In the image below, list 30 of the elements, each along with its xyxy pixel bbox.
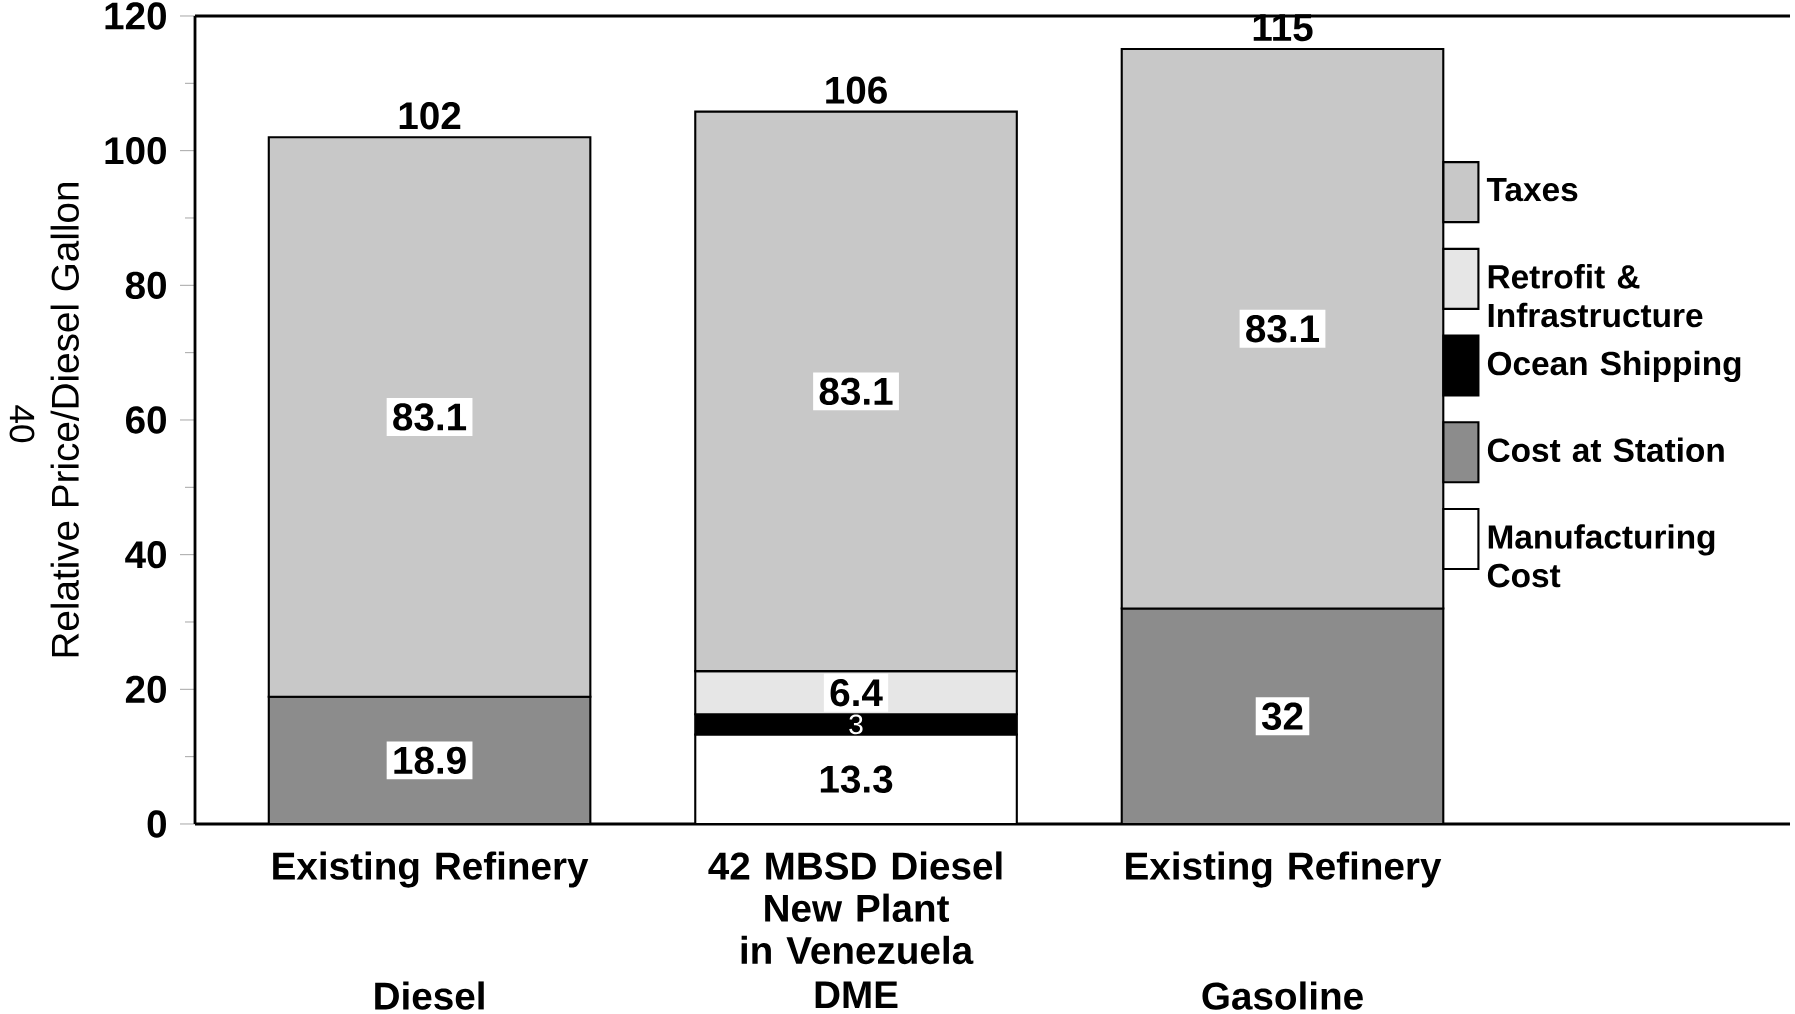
data-label: 13.3 — [820, 765, 893, 793]
y-tick-label: 120 — [105, 2, 166, 30]
data-label: 83.1 — [393, 403, 467, 431]
data-label: 18.9 — [394, 746, 466, 775]
legend-label: Taxes — [1486, 177, 1578, 202]
y-tick-label: 0 — [147, 810, 166, 838]
data-label: 3 — [849, 714, 863, 735]
text: 40 — [9, 405, 35, 443]
data-label: 83.1 — [819, 377, 893, 406]
y-tick-label: 100 — [105, 137, 166, 165]
total-label: 106 — [826, 76, 887, 104]
y-axis-title: Relative Price/Diesel Gallon — [50, 183, 79, 657]
x-tick-label: Existing Refinery — [1126, 851, 1442, 888]
x-tick-label: 42 MBSD Diesel New Plant in Venezuela — [708, 851, 1002, 965]
y-tick-label: 60 — [126, 406, 166, 434]
text: Diesel — [375, 981, 484, 1010]
data-label: 6.4 — [830, 679, 883, 707]
legend-label: Ocean Shipping — [1487, 350, 1741, 383]
total-label: 102 — [399, 102, 461, 130]
text: DME — [815, 981, 898, 1008]
y-tick-label: 80 — [125, 271, 166, 300]
x-tick-label: Existing Refinery — [273, 851, 589, 888]
legend-label: Manufacturing Cost — [1487, 524, 1715, 588]
y-tick-label: 40 — [125, 541, 166, 569]
legend-label: Cost at Station — [1487, 437, 1724, 463]
legend-label: Retrofit & Infrastructure — [1488, 264, 1703, 328]
data-label: 83.1 — [1246, 315, 1320, 343]
data-label: 32 — [1261, 702, 1303, 730]
y-tick-label: 20 — [125, 675, 166, 704]
text: Gasoline — [1202, 981, 1363, 1010]
